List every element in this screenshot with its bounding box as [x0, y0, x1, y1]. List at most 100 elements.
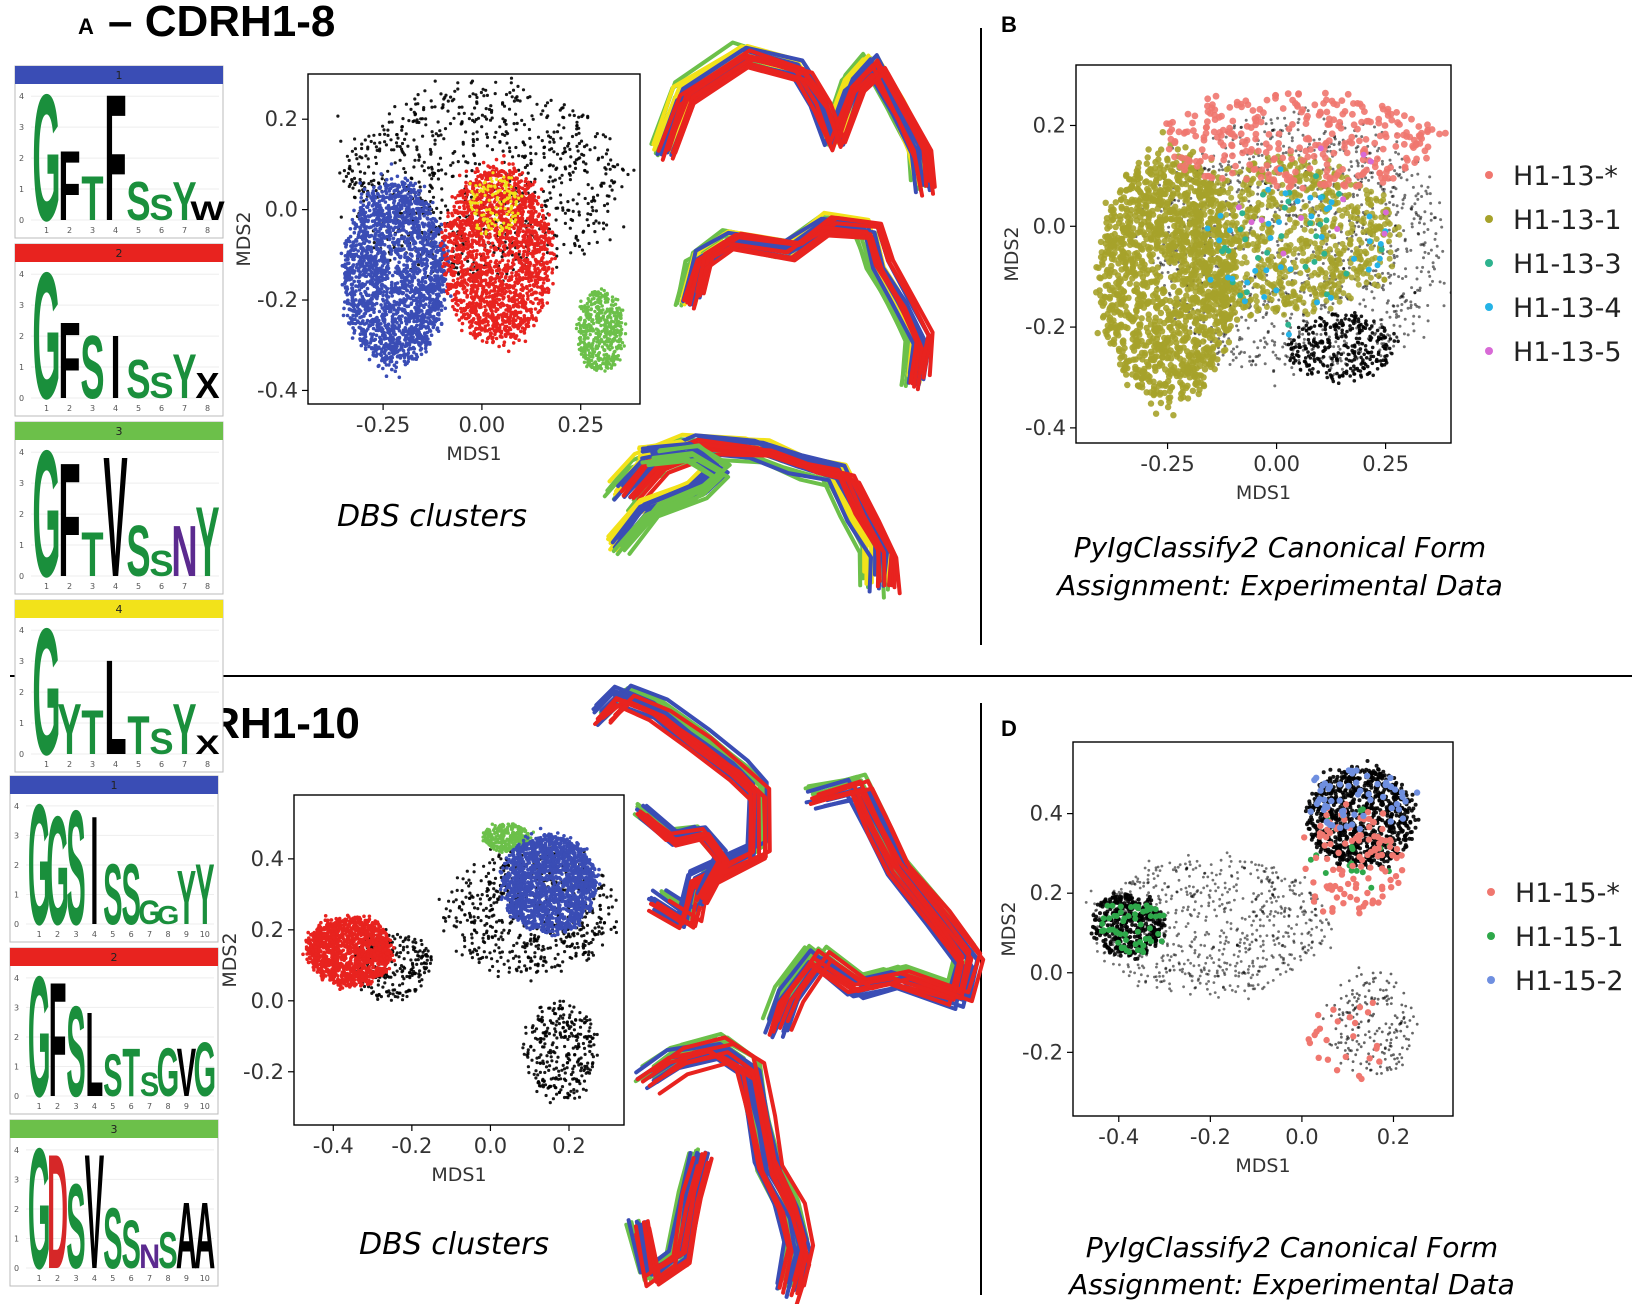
data-point [433, 142, 437, 146]
data-point [387, 351, 392, 356]
data-point [359, 243, 363, 247]
data-point [351, 270, 356, 274]
logo-residue: X [195, 365, 219, 406]
data-point [357, 288, 362, 292]
data-point [445, 245, 449, 250]
data-point [596, 158, 600, 162]
data-point [488, 235, 492, 239]
logo-header-label: 3 [116, 425, 123, 438]
data-point [420, 117, 424, 121]
data-point [365, 268, 370, 272]
logo-y-tick-label: 2 [14, 1033, 19, 1042]
logo-residue: S [103, 846, 122, 942]
data-point [420, 241, 425, 246]
data-point [379, 172, 384, 176]
data-point [484, 88, 488, 92]
data-point [424, 117, 428, 121]
data-point [563, 211, 568, 215]
data-point [350, 217, 355, 222]
data-point [345, 255, 350, 259]
data-point [418, 284, 423, 289]
data-point [410, 270, 415, 274]
data-point [408, 243, 412, 248]
data-point [368, 258, 372, 262]
data-point [572, 113, 576, 118]
data-point [571, 170, 575, 174]
data-point [431, 174, 435, 178]
data-point [424, 302, 428, 307]
data-point [375, 296, 379, 301]
structure-trace [595, 697, 755, 926]
data-point [425, 264, 430, 268]
data-point [380, 177, 384, 181]
data-point [417, 158, 421, 162]
data-point [436, 169, 441, 173]
data-point [428, 342, 432, 346]
data-point [409, 301, 414, 305]
data-point [506, 132, 510, 136]
data-point [385, 234, 389, 239]
data-point [542, 152, 546, 156]
data-point [563, 165, 567, 169]
data-point [422, 238, 427, 242]
logo-residue: S [126, 171, 150, 232]
data-point [555, 247, 559, 251]
data-point [583, 196, 587, 201]
data-point [371, 223, 376, 228]
data-point [372, 133, 376, 137]
data-point [515, 177, 519, 181]
logo-y-tick-label: 1 [19, 363, 24, 372]
data-point [400, 196, 404, 200]
data-point [398, 353, 403, 358]
data-point [584, 162, 588, 166]
data-point [410, 283, 414, 288]
data-point [451, 161, 455, 165]
data-point [537, 212, 542, 216]
data-point [394, 360, 399, 365]
data-point [576, 238, 580, 242]
data-point [559, 136, 563, 140]
data-point [530, 194, 534, 199]
data-point [549, 135, 553, 139]
logo-position-label: 3 [90, 404, 95, 413]
data-point [555, 130, 560, 134]
logo-frame [14, 65, 224, 239]
data-point [435, 206, 439, 210]
data-point [358, 274, 362, 279]
data-point [437, 162, 441, 166]
data-point [370, 319, 374, 323]
data-point [464, 130, 468, 134]
data-point [606, 162, 611, 166]
data-point [374, 203, 379, 208]
data-point [358, 326, 363, 331]
data-point [435, 295, 440, 300]
data-point [579, 139, 584, 143]
data-point [413, 97, 417, 101]
data-point [367, 344, 371, 349]
data-point [418, 155, 422, 159]
data-point [474, 290, 479, 295]
data-point [382, 290, 386, 294]
data-point [378, 141, 382, 145]
data-point [405, 214, 410, 218]
logo-y-tick-label: 2 [19, 688, 24, 697]
data-point [442, 137, 446, 141]
data-point [345, 287, 350, 291]
data-point [379, 222, 384, 227]
data-point [472, 231, 476, 235]
logo-header-label: 2 [116, 247, 123, 260]
data-point [518, 99, 522, 103]
data-point [465, 201, 469, 205]
data-point [362, 231, 367, 236]
data-point [442, 277, 446, 281]
logo-y-tick-label: 1 [19, 185, 24, 194]
logo-frame [14, 243, 224, 417]
data-point [442, 238, 447, 242]
data-point [417, 180, 421, 184]
data-point [522, 314, 527, 318]
data-point [351, 300, 356, 305]
data-point [365, 251, 370, 255]
data-point [387, 112, 391, 116]
data-point [567, 172, 572, 176]
data-point [530, 114, 534, 118]
